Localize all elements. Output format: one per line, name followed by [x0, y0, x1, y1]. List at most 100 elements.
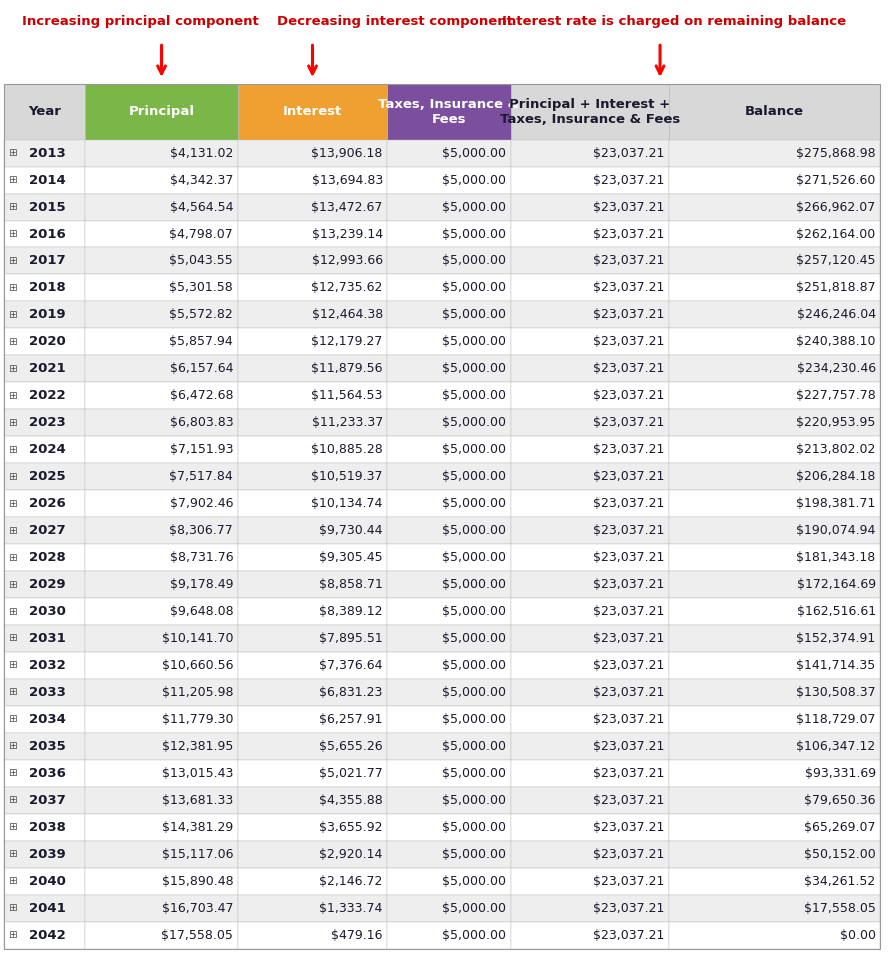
Bar [237, 409, 388, 436]
Text: ⊞: ⊞ [8, 688, 17, 697]
Bar [388, 652, 510, 679]
Bar [669, 895, 880, 922]
Text: $9,730.44: $9,730.44 [319, 524, 383, 537]
Bar [669, 382, 880, 409]
Bar [4, 598, 85, 625]
Bar [510, 436, 669, 463]
Bar [85, 760, 237, 787]
Bar [388, 625, 510, 652]
Bar [388, 194, 510, 221]
Text: $15,890.48: $15,890.48 [162, 874, 233, 888]
Text: $0.00: $0.00 [840, 928, 876, 942]
Text: $23,037.21: $23,037.21 [593, 227, 664, 241]
Bar [669, 706, 880, 733]
Bar [237, 490, 388, 517]
Bar [85, 841, 237, 868]
Text: Interest rate is charged on remaining balance: Interest rate is charged on remaining ba… [501, 14, 845, 28]
Text: $275,868.98: $275,868.98 [796, 146, 876, 160]
Text: 2042: 2042 [29, 928, 66, 942]
Bar [4, 301, 85, 328]
Bar [669, 436, 880, 463]
Text: $10,519.37: $10,519.37 [311, 470, 383, 483]
Text: $240,388.10: $240,388.10 [797, 335, 876, 349]
Bar [85, 382, 237, 409]
Text: 2029: 2029 [29, 578, 66, 591]
Bar [237, 328, 388, 355]
Text: $12,381.95: $12,381.95 [162, 740, 233, 753]
Text: $206,284.18: $206,284.18 [797, 470, 876, 483]
Text: $5,000.00: $5,000.00 [442, 632, 506, 645]
Text: $5,000.00: $5,000.00 [442, 470, 506, 483]
Bar [85, 140, 237, 167]
Text: $5,000.00: $5,000.00 [442, 686, 506, 699]
Text: $8,858.71: $8,858.71 [319, 578, 383, 591]
Text: $65,269.07: $65,269.07 [805, 820, 876, 834]
Text: $5,000.00: $5,000.00 [442, 847, 506, 861]
Text: ⊞: ⊞ [8, 768, 17, 778]
Text: $5,021.77: $5,021.77 [319, 767, 383, 780]
Text: $23,037.21: $23,037.21 [593, 146, 664, 160]
Text: 2034: 2034 [29, 713, 66, 726]
Bar [4, 463, 85, 490]
Text: $23,037.21: $23,037.21 [593, 794, 664, 807]
Text: $5,000.00: $5,000.00 [442, 362, 506, 376]
Text: $23,037.21: $23,037.21 [593, 524, 664, 537]
Text: $13,694.83: $13,694.83 [312, 173, 383, 187]
Text: $7,895.51: $7,895.51 [319, 632, 383, 645]
Bar [85, 167, 237, 194]
Text: $23,037.21: $23,037.21 [593, 389, 664, 403]
Bar [388, 922, 510, 949]
Text: $8,731.76: $8,731.76 [170, 551, 233, 564]
Text: Interest: Interest [283, 105, 342, 118]
Text: $12,735.62: $12,735.62 [311, 281, 383, 295]
Text: $14,381.29: $14,381.29 [162, 820, 233, 834]
Bar [237, 733, 388, 760]
Text: $130,508.37: $130,508.37 [796, 686, 876, 699]
Bar [669, 679, 880, 706]
Bar [669, 760, 880, 787]
Text: $246,246.04: $246,246.04 [797, 308, 876, 322]
Text: $198,381.71: $198,381.71 [797, 497, 876, 510]
Text: ⊞: ⊞ [8, 607, 17, 616]
Text: 2015: 2015 [29, 200, 66, 214]
Bar [85, 490, 237, 517]
Text: $13,681.33: $13,681.33 [162, 794, 233, 807]
Bar [669, 571, 880, 598]
Bar [510, 409, 669, 436]
Bar [388, 598, 510, 625]
Text: $5,000.00: $5,000.00 [442, 335, 506, 349]
Text: $181,343.18: $181,343.18 [797, 551, 876, 564]
Bar [510, 328, 669, 355]
Text: $23,037.21: $23,037.21 [593, 632, 664, 645]
Bar [237, 652, 388, 679]
Text: Principal: Principal [129, 105, 195, 118]
Bar [237, 706, 388, 733]
Bar [510, 355, 669, 382]
Text: $23,037.21: $23,037.21 [593, 847, 664, 861]
Text: $13,906.18: $13,906.18 [311, 146, 383, 160]
Text: $10,660.56: $10,660.56 [162, 659, 233, 672]
Text: $23,037.21: $23,037.21 [593, 281, 664, 295]
Text: $5,000.00: $5,000.00 [442, 443, 506, 456]
Text: $23,037.21: $23,037.21 [593, 470, 664, 483]
Text: ⊞: ⊞ [8, 742, 17, 751]
Bar [510, 382, 669, 409]
Text: ⊞: ⊞ [8, 876, 17, 886]
Text: $141,714.35: $141,714.35 [797, 659, 876, 672]
Bar [85, 463, 237, 490]
Text: $5,000.00: $5,000.00 [442, 578, 506, 591]
Text: ⊞: ⊞ [8, 337, 17, 347]
Bar [85, 301, 237, 328]
Bar [4, 652, 85, 679]
Text: $4,131.02: $4,131.02 [170, 146, 233, 160]
Bar [669, 301, 880, 328]
Text: ⊞: ⊞ [8, 418, 17, 428]
Bar [237, 382, 388, 409]
Text: $23,037.21: $23,037.21 [593, 901, 664, 915]
Bar [388, 733, 510, 760]
Text: $23,037.21: $23,037.21 [593, 767, 664, 780]
Text: Decreasing interest component: Decreasing interest component [277, 14, 513, 28]
Text: $7,517.84: $7,517.84 [170, 470, 233, 483]
Text: 2018: 2018 [29, 281, 66, 295]
Text: $2,920.14: $2,920.14 [319, 847, 383, 861]
